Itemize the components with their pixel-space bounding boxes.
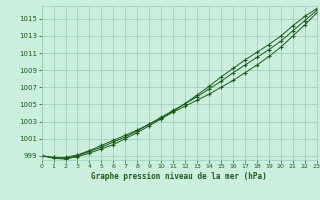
X-axis label: Graphe pression niveau de la mer (hPa): Graphe pression niveau de la mer (hPa) <box>91 172 267 181</box>
